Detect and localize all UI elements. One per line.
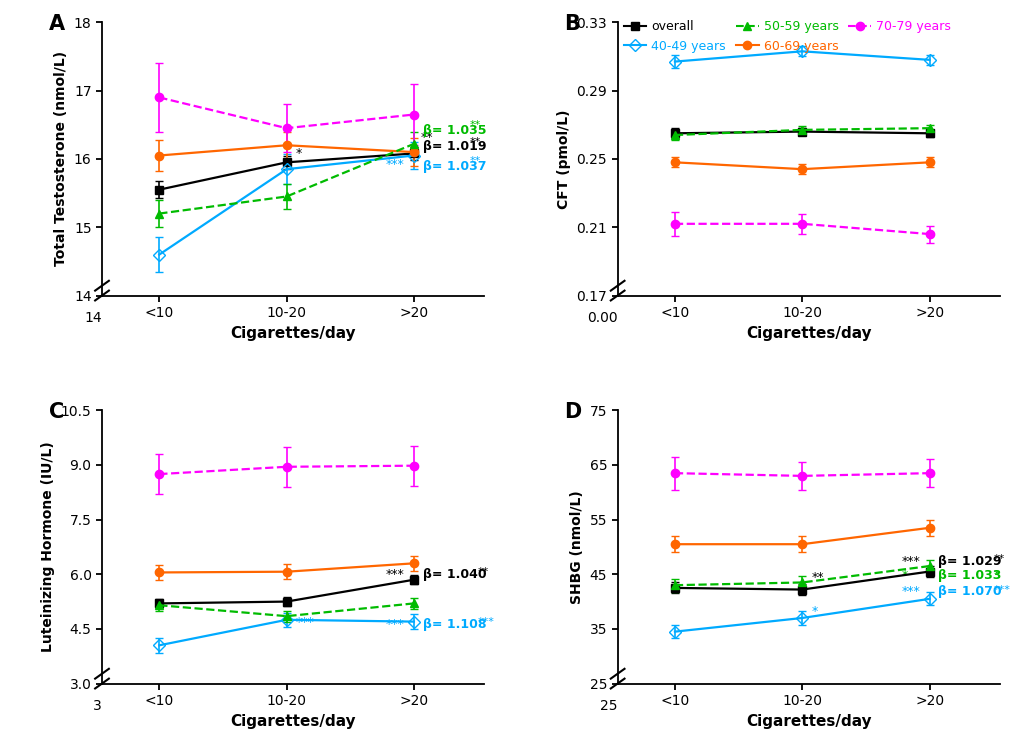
Text: ***: *** xyxy=(385,568,405,581)
Text: ***: *** xyxy=(901,585,919,598)
Y-axis label: Total Testosterone (nmol/L): Total Testosterone (nmol/L) xyxy=(54,51,68,267)
Text: β= 1.035: β= 1.035 xyxy=(423,124,486,137)
Text: ***: *** xyxy=(385,158,405,171)
X-axis label: Cigarettes/day: Cigarettes/day xyxy=(230,325,356,340)
Text: 0.00: 0.00 xyxy=(587,311,618,325)
Text: β= 1.037: β= 1.037 xyxy=(423,160,486,172)
Y-axis label: SHBG (nmol/L): SHBG (nmol/L) xyxy=(570,490,584,604)
Legend: overall, 40-49 years, 50-59 years, 60-69 years, 70-79 years: overall, 40-49 years, 50-59 years, 60-69… xyxy=(624,20,950,53)
X-axis label: Cigarettes/day: Cigarettes/day xyxy=(230,713,356,729)
Text: ***: *** xyxy=(993,585,1009,595)
X-axis label: Cigarettes/day: Cigarettes/day xyxy=(745,325,870,340)
Text: *: * xyxy=(993,570,998,580)
Text: 14: 14 xyxy=(85,311,102,325)
Text: ***: *** xyxy=(477,617,494,627)
Text: **: ** xyxy=(470,156,481,166)
Text: β= 1.029: β= 1.029 xyxy=(937,555,1001,568)
Text: *: * xyxy=(810,605,816,618)
Text: β= 1.033: β= 1.033 xyxy=(937,569,1001,583)
Text: C: C xyxy=(49,402,64,422)
Text: **: ** xyxy=(420,131,432,144)
Text: ***: *** xyxy=(385,617,405,631)
Text: ***: *** xyxy=(296,616,314,629)
Text: 3: 3 xyxy=(93,698,102,713)
Text: **: ** xyxy=(993,554,1004,565)
Text: β= 1.040: β= 1.040 xyxy=(423,568,486,581)
Text: **: ** xyxy=(470,120,481,130)
Text: β= 1.070: β= 1.070 xyxy=(937,585,1001,598)
Text: B: B xyxy=(564,14,580,34)
Text: **: ** xyxy=(477,567,488,577)
Y-axis label: Luteinizing Hormone (IU/L): Luteinizing Hormone (IU/L) xyxy=(41,441,55,652)
X-axis label: Cigarettes/day: Cigarettes/day xyxy=(745,713,870,729)
Text: D: D xyxy=(564,402,581,422)
Text: **: ** xyxy=(470,137,481,146)
Text: 25: 25 xyxy=(599,698,618,713)
Y-axis label: CFT (pmol/L): CFT (pmol/L) xyxy=(556,109,571,209)
Text: β= 1.108: β= 1.108 xyxy=(423,617,486,631)
Text: **: ** xyxy=(810,571,823,584)
Text: β= 1.019: β= 1.019 xyxy=(423,140,486,154)
Text: A: A xyxy=(49,14,64,34)
Text: *: * xyxy=(296,146,302,160)
Text: ***: *** xyxy=(901,555,919,568)
Text: *: * xyxy=(901,569,907,583)
